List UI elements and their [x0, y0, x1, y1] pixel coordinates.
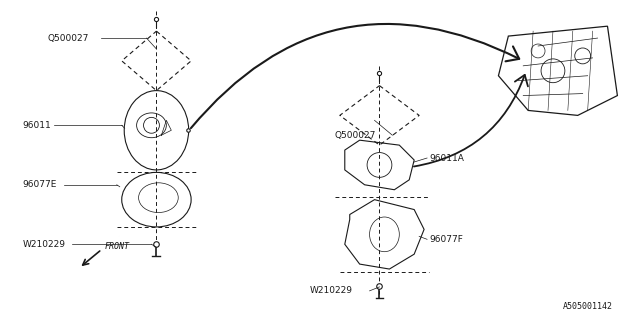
Text: A505001142: A505001142 — [563, 302, 612, 311]
Text: 96077E: 96077E — [22, 180, 57, 189]
Text: W210229: W210229 — [310, 286, 353, 295]
Text: 96011: 96011 — [22, 121, 51, 130]
Text: 96077F: 96077F — [429, 235, 463, 244]
FancyArrowPatch shape — [191, 24, 519, 128]
FancyArrowPatch shape — [414, 75, 528, 166]
Text: FRONT: FRONT — [105, 242, 130, 251]
Text: 96011A: 96011A — [429, 154, 464, 163]
Text: W210229: W210229 — [22, 240, 66, 249]
Text: Q500027: Q500027 — [335, 131, 376, 140]
Text: Q500027: Q500027 — [47, 34, 89, 43]
